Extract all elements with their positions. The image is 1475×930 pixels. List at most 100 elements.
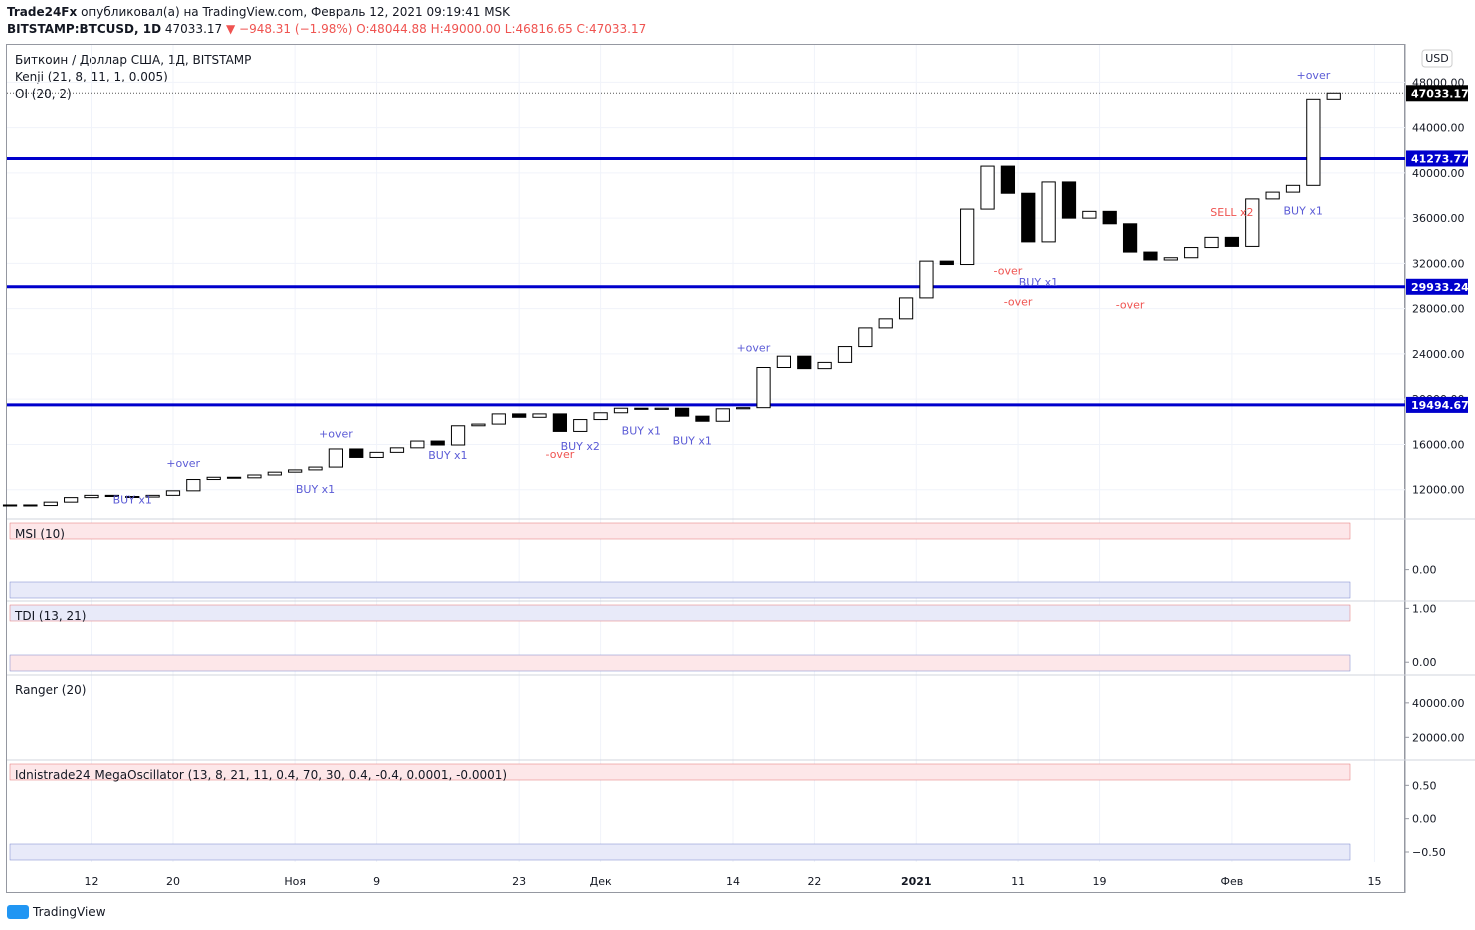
x-tick-label: 9	[373, 875, 380, 888]
candle	[980, 165, 995, 210]
publisher: Trade24Fx	[7, 5, 78, 19]
y-tick-label: 1.00	[1412, 602, 1437, 615]
level-label: 29933.24	[1411, 281, 1469, 294]
candle	[1224, 236, 1240, 247]
annotation: BUY x1	[1019, 276, 1058, 289]
x-tick-label: 20	[166, 875, 180, 888]
candle	[1021, 192, 1036, 243]
zone-lower	[9, 843, 1351, 861]
candle	[1326, 92, 1341, 100]
candle	[84, 494, 99, 499]
candle	[797, 355, 812, 370]
candle	[1265, 191, 1280, 200]
level-badge	[1406, 396, 1468, 413]
annotation: -over	[1004, 295, 1033, 308]
candle	[1000, 165, 1016, 194]
candle	[1143, 251, 1158, 261]
annotation: BUY x1	[1284, 205, 1323, 218]
last-price-badge	[1406, 85, 1468, 102]
candle	[23, 504, 38, 507]
candle	[960, 208, 975, 266]
y-tick-label: 32000.00	[1412, 257, 1465, 270]
candle	[939, 260, 954, 266]
candle	[1102, 210, 1117, 225]
candle	[1285, 184, 1301, 193]
candle	[715, 408, 730, 422]
x-tick-label: 14	[726, 875, 740, 888]
candle	[450, 425, 466, 446]
annotation: BUY x1	[296, 483, 335, 496]
y-tick-label: 44000.00	[1412, 122, 1465, 135]
annotation: BUY x1	[622, 424, 661, 437]
x-tick-label: 12	[85, 875, 99, 888]
candle	[64, 497, 79, 503]
x-tick-label: Ноя	[284, 875, 306, 888]
y-tick-label: 0.50	[1412, 779, 1437, 792]
candle	[2, 504, 18, 507]
candle	[125, 496, 140, 498]
candle	[817, 361, 832, 370]
panel-title: TDI (13, 21)	[14, 609, 86, 623]
x-tick-label: 11	[1011, 875, 1025, 888]
x-tick-label: 15	[1367, 875, 1381, 888]
x-tick-label: 22	[807, 875, 821, 888]
y-tick-label: 0.00	[1412, 813, 1437, 826]
legend: Биткоин / Доллар США, 1Д, BITSTAMP	[15, 53, 251, 67]
candle	[410, 440, 425, 449]
y-tick-label: 12000.00	[1412, 484, 1465, 497]
annotation: BUY x1	[673, 434, 712, 447]
zone-upper	[9, 522, 1351, 540]
candle	[1245, 198, 1260, 247]
candle	[186, 479, 201, 492]
ohlc: O:48044.88 H:49000.00 L:46816.65 C:47033…	[356, 22, 647, 36]
y-tick-label: 40000.00	[1412, 697, 1465, 710]
y-tick-label: 24000.00	[1412, 348, 1465, 361]
annotation: -over	[1116, 299, 1145, 312]
y-tick-label: 20000.00	[1412, 731, 1465, 744]
currency: USD	[1425, 52, 1449, 65]
footer: TradingView	[32, 905, 106, 919]
y-tick-label: 28000.00	[1412, 303, 1465, 316]
last-price-label: 47033.17	[1411, 87, 1469, 100]
candle	[1041, 181, 1056, 243]
publish-line: Trade24Fx опубликовал(а) на TradingView.…	[7, 5, 510, 19]
panel-title: MSI (10)	[15, 527, 65, 541]
candle	[552, 413, 568, 432]
candle	[1082, 210, 1097, 219]
candle	[613, 407, 629, 414]
candle	[328, 448, 343, 468]
change: ▼ −948.31 (−1.98%)	[225, 22, 353, 36]
candle	[736, 407, 751, 410]
candle	[1122, 223, 1138, 253]
x-tick-label: Фев	[1221, 875, 1244, 888]
annotation: +over	[166, 457, 200, 470]
x-tick-label: Дек	[590, 875, 612, 888]
candle	[1204, 236, 1219, 249]
zone-upper	[9, 763, 1351, 781]
candle	[104, 494, 119, 497]
level-badge	[1406, 278, 1468, 295]
candle	[267, 471, 282, 476]
candle	[654, 407, 669, 410]
candle	[573, 419, 588, 432]
y-tick-label: 0.00	[1412, 656, 1437, 669]
level-badge	[1406, 150, 1468, 167]
candle	[349, 448, 364, 458]
candle	[308, 466, 323, 471]
annotation: BUY x1	[113, 493, 152, 506]
last: 47033.17	[164, 22, 223, 36]
y-tick-label: 0.00	[1412, 564, 1437, 577]
candle	[776, 355, 792, 368]
x-tick-label: 2021	[901, 875, 932, 888]
candle	[1306, 98, 1321, 186]
candle	[837, 346, 853, 363]
candle	[206, 476, 221, 481]
legend: OI (20, 2)	[15, 87, 72, 101]
panel-title: Ranger (20)	[15, 683, 86, 697]
candle	[491, 413, 506, 425]
y-tick-label: 16000.00	[1412, 438, 1465, 451]
x-tick-label: 23	[512, 875, 526, 888]
candle	[247, 474, 262, 479]
